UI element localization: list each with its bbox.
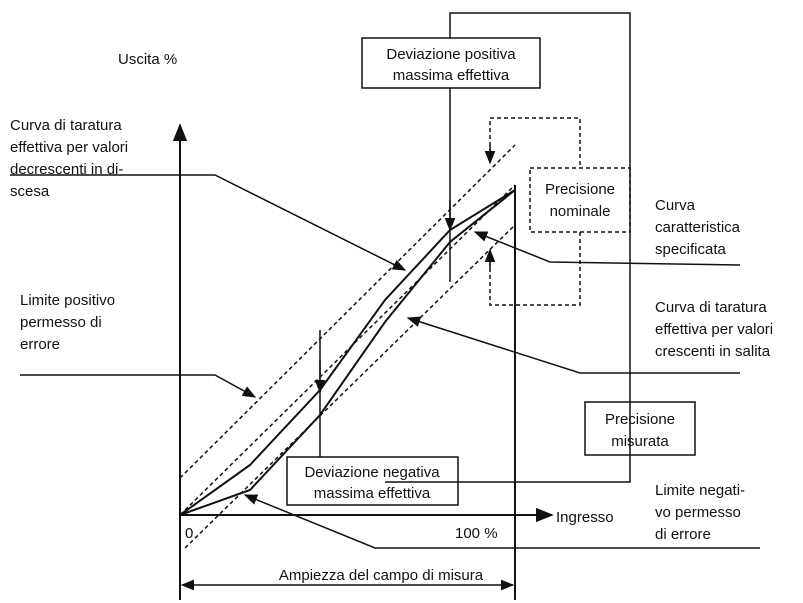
label: Precisione [605,411,675,428]
nominal-bracket [489,117,581,168]
label: Deviazione positiva [386,46,516,63]
label: effettiva per valori [10,139,128,156]
label: specificata [655,241,727,258]
frame [385,12,631,483]
label: 0 [185,525,193,542]
label: Precisione [545,181,615,198]
label: misurata [611,433,669,450]
label: caratteristica [655,219,741,236]
label: crescenti in salita [655,343,771,360]
label: massima effettiva [314,485,431,502]
descending-curve [179,189,516,516]
label: Ingresso [556,509,614,526]
label: Limite positivo [20,292,115,309]
label: permesso di [20,314,102,331]
label: errore [20,336,60,353]
labels: Uscita % Curva di taratura effettiva per v… [10,46,773,584]
label: 100 % [455,525,498,542]
label: Limite negati- [655,482,745,499]
leader [20,374,257,398]
ascending-curve [179,189,516,516]
label: vo permesso [655,504,741,521]
negative-deviation-box [286,456,459,506]
label: effettiva per valori [655,321,773,338]
label: Deviazione negativa [304,464,440,481]
label: decrescenti in di- [10,161,123,178]
label: di errore [655,526,711,543]
measured-box [584,401,696,456]
nominal-box [529,167,631,233]
leader [243,494,760,549]
label: massima effettiva [393,67,510,84]
label: Curva di taratura [10,117,122,134]
positive-deviation-box [361,37,541,89]
label: nominale [550,203,611,220]
label: scesa [10,183,50,200]
label: Uscita % [118,51,177,68]
label: Ampiezza del campo di misura [279,567,484,584]
leader [10,174,407,271]
spec-line [179,184,516,516]
leader [473,231,741,266]
shapes [10,12,760,600]
nominal-bracket [489,232,581,306]
leader [406,316,740,374]
label: Curva [655,197,696,214]
label: Curva di taratura [655,299,767,316]
upper-limit [179,144,516,479]
